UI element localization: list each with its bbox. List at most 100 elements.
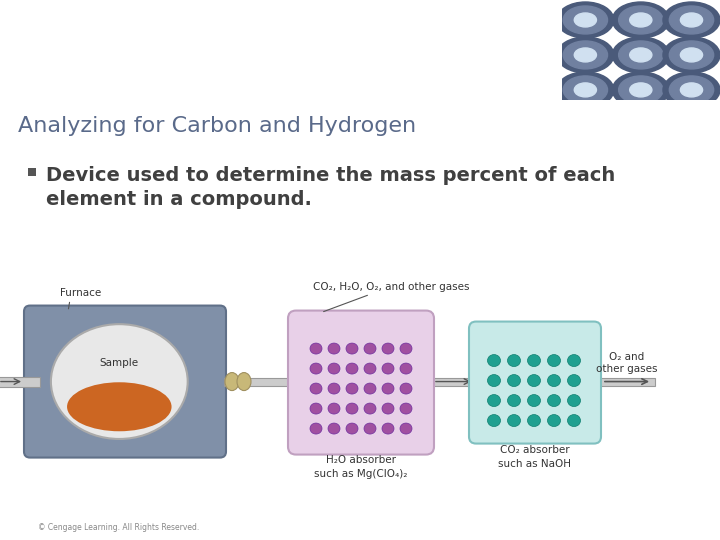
Ellipse shape [346, 383, 358, 394]
Bar [429, 377, 478, 386]
Circle shape [670, 41, 714, 69]
Circle shape [575, 13, 596, 27]
Ellipse shape [528, 355, 541, 367]
Ellipse shape [487, 355, 500, 367]
Ellipse shape [346, 343, 358, 354]
Ellipse shape [310, 383, 322, 394]
Ellipse shape [382, 343, 394, 354]
Ellipse shape [310, 363, 322, 374]
Ellipse shape [310, 343, 322, 354]
Ellipse shape [400, 343, 412, 354]
Ellipse shape [528, 415, 541, 427]
Circle shape [612, 2, 670, 38]
Ellipse shape [67, 382, 171, 431]
Circle shape [575, 48, 596, 62]
Text: H₂O absorber: H₂O absorber [326, 455, 396, 464]
Circle shape [680, 83, 703, 97]
Ellipse shape [382, 383, 394, 394]
Ellipse shape [508, 415, 521, 427]
Text: Furnace: Furnace [60, 288, 102, 298]
Ellipse shape [328, 403, 340, 414]
Text: CO₂ absorber: CO₂ absorber [500, 444, 570, 455]
Ellipse shape [346, 403, 358, 414]
Text: O₂ and: O₂ and [609, 352, 644, 362]
Text: CO₂, H₂O, O₂, and other gases: CO₂, H₂O, O₂, and other gases [312, 281, 469, 312]
FancyBboxPatch shape [288, 310, 434, 455]
Text: such as NaOH: such as NaOH [498, 458, 572, 469]
Ellipse shape [364, 383, 376, 394]
Circle shape [670, 76, 714, 104]
Circle shape [680, 48, 703, 62]
Circle shape [557, 37, 614, 73]
Circle shape [663, 37, 720, 73]
Text: element in a compound.: element in a compound. [46, 190, 312, 209]
Circle shape [575, 83, 596, 97]
Ellipse shape [51, 324, 188, 439]
Circle shape [618, 6, 663, 34]
Ellipse shape [364, 363, 376, 374]
Text: © Cengage Learning. All Rights Reserved.: © Cengage Learning. All Rights Reserved. [38, 523, 199, 532]
Ellipse shape [382, 363, 394, 374]
Ellipse shape [328, 423, 340, 434]
Ellipse shape [487, 415, 500, 427]
Ellipse shape [400, 363, 412, 374]
Ellipse shape [328, 343, 340, 354]
Ellipse shape [225, 373, 239, 390]
Ellipse shape [508, 355, 521, 367]
Circle shape [563, 41, 608, 69]
Ellipse shape [364, 423, 376, 434]
Ellipse shape [547, 415, 560, 427]
Ellipse shape [382, 423, 394, 434]
Ellipse shape [487, 395, 500, 407]
Ellipse shape [400, 423, 412, 434]
Ellipse shape [310, 423, 322, 434]
Ellipse shape [310, 403, 322, 414]
Text: Sample: Sample [100, 359, 139, 368]
Circle shape [612, 37, 670, 73]
Ellipse shape [346, 423, 358, 434]
Circle shape [663, 2, 720, 38]
Circle shape [557, 72, 614, 108]
Ellipse shape [400, 383, 412, 394]
FancyBboxPatch shape [24, 306, 226, 457]
Ellipse shape [567, 395, 580, 407]
Ellipse shape [547, 395, 560, 407]
Ellipse shape [567, 355, 580, 367]
Text: Device used to determine the mass percent of each: Device used to determine the mass percen… [46, 166, 616, 185]
Bar [597, 377, 655, 386]
Circle shape [563, 76, 608, 104]
Circle shape [663, 72, 720, 108]
Ellipse shape [346, 363, 358, 374]
Ellipse shape [547, 375, 560, 387]
Ellipse shape [328, 383, 340, 394]
Ellipse shape [237, 373, 251, 390]
Circle shape [557, 2, 614, 38]
Ellipse shape [547, 355, 560, 367]
Circle shape [563, 6, 608, 34]
Ellipse shape [567, 415, 580, 427]
Ellipse shape [487, 375, 500, 387]
Circle shape [618, 41, 663, 69]
Text: Section 3.7: Section 3.7 [12, 25, 135, 44]
Ellipse shape [508, 375, 521, 387]
Ellipse shape [364, 343, 376, 354]
Circle shape [612, 72, 670, 108]
Bar [0, 376, 40, 387]
Circle shape [630, 13, 652, 27]
Ellipse shape [382, 403, 394, 414]
FancyBboxPatch shape [469, 321, 601, 443]
Text: such as Mg(ClO₄)₂: such as Mg(ClO₄)₂ [315, 469, 408, 478]
Text: Analyzing for Carbon and Hydrogen: Analyzing for Carbon and Hydrogen [18, 116, 416, 136]
Circle shape [630, 48, 652, 62]
Ellipse shape [528, 395, 541, 407]
Circle shape [670, 6, 714, 34]
Circle shape [630, 83, 652, 97]
Circle shape [618, 76, 663, 104]
FancyBboxPatch shape [28, 168, 36, 176]
Text: Determining the Formula of a Compound: Determining the Formula of a Compound [12, 62, 426, 80]
Bar [224, 377, 298, 386]
Ellipse shape [364, 403, 376, 414]
Ellipse shape [508, 395, 521, 407]
Text: other gases: other gases [596, 363, 658, 374]
Ellipse shape [567, 375, 580, 387]
